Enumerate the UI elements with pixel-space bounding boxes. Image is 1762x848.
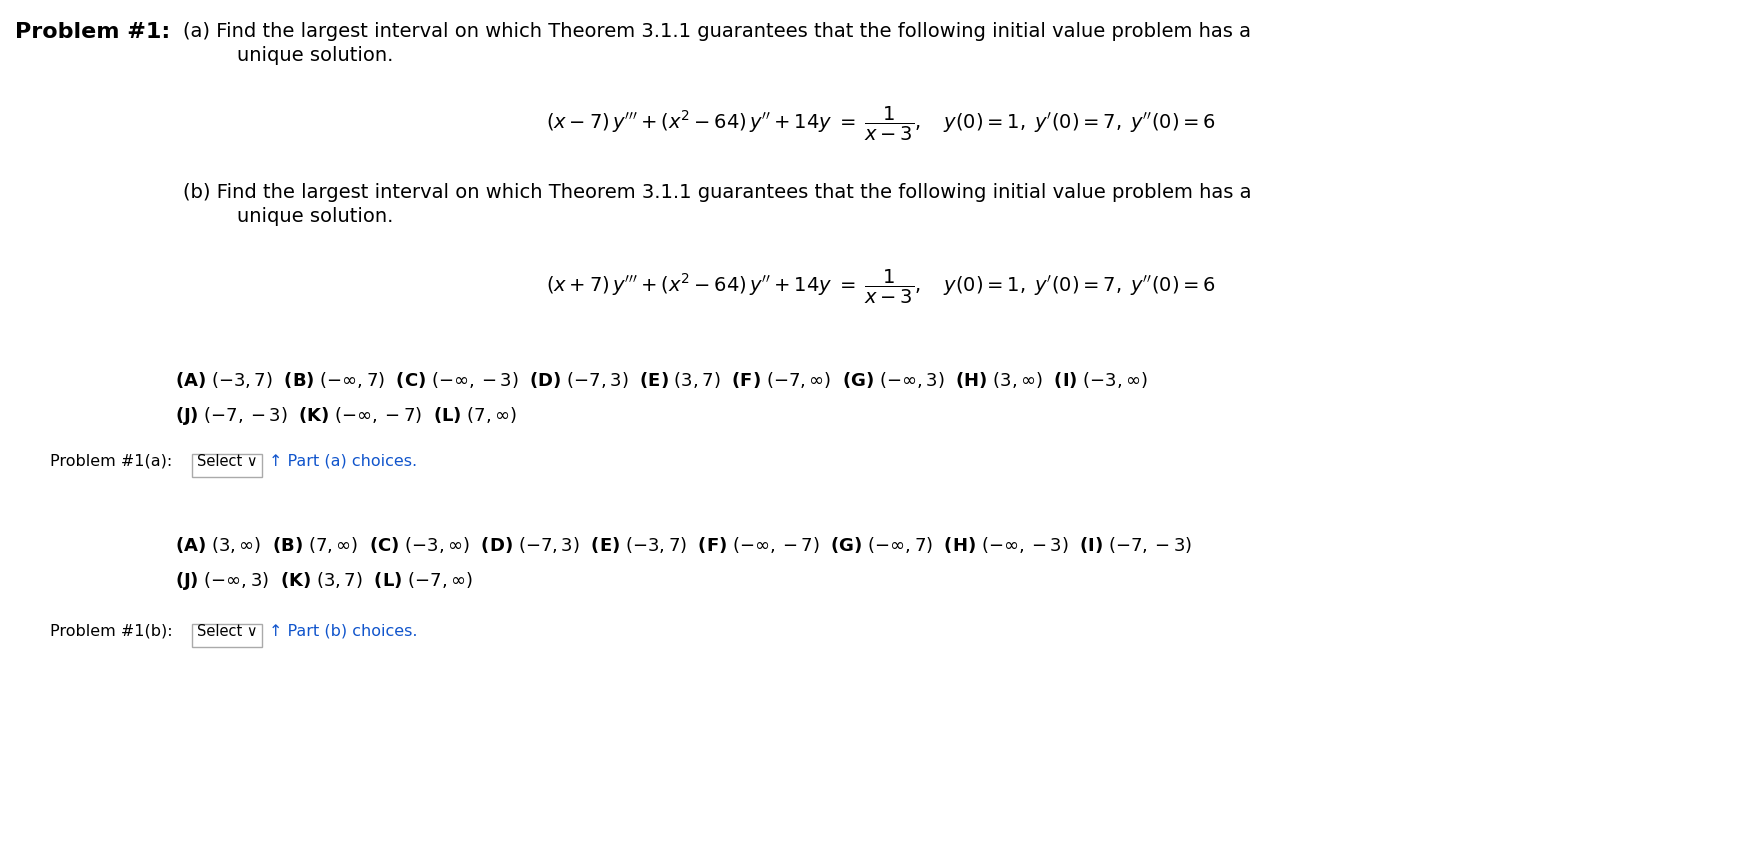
Text: $(x-7)\,y''' + (x^2-64)\,y'' + 14y \;=\; \dfrac{1}{x-3},\quad y(0)=1,\; y'(0)=7,: $(x-7)\,y''' + (x^2-64)\,y'' + 14y \;=\;… [546, 105, 1216, 143]
Text: (b) Find the largest interval on which Theorem 3.1.1 guarantees that the followi: (b) Find the largest interval on which T… [183, 183, 1251, 202]
Text: $(x+7)\,y''' + (x^2-64)\,y'' + 14y \;=\; \dfrac{1}{x-3},\quad y(0)=1,\; y'(0)=7,: $(x+7)\,y''' + (x^2-64)\,y'' + 14y \;=\;… [546, 268, 1216, 306]
Text: Problem #1(a):: Problem #1(a): [49, 453, 173, 468]
Text: Select ∨: Select ∨ [197, 454, 257, 469]
Text: Problem #1:: Problem #1: [16, 22, 171, 42]
Text: $\mathbf{(J)}$ $(-\infty, 3)$  $\mathbf{(K)}$ $(3, 7)$  $\mathbf{(L)}$ $(-7, \in: $\mathbf{(J)}$ $(-\infty, 3)$ $\mathbf{(… [174, 570, 472, 592]
Text: ↑ Part (a) choices.: ↑ Part (a) choices. [270, 453, 418, 468]
Text: unique solution.: unique solution. [238, 207, 393, 226]
FancyBboxPatch shape [192, 624, 263, 647]
FancyBboxPatch shape [192, 454, 263, 477]
Text: $\mathbf{(J)}$ $(-7, -3)$  $\mathbf{(K)}$ $(-\infty, -7)$  $\mathbf{(L)}$ $(7, \: $\mathbf{(J)}$ $(-7, -3)$ $\mathbf{(K)}$… [174, 405, 516, 427]
Text: ↑ Part (b) choices.: ↑ Part (b) choices. [270, 623, 418, 638]
Text: Select ∨: Select ∨ [197, 624, 257, 639]
Text: $\mathbf{(A)}$ $(-3, 7)$  $\mathbf{(B)}$ $(-\infty, 7)$  $\mathbf{(C)}$ $(-\inft: $\mathbf{(A)}$ $(-3, 7)$ $\mathbf{(B)}$ … [174, 370, 1149, 390]
Text: $\mathbf{(A)}$ $(3, \infty)$  $\mathbf{(B)}$ $(7, \infty)$  $\mathbf{(C)}$ $(-3,: $\mathbf{(A)}$ $(3, \infty)$ $\mathbf{(B… [174, 535, 1193, 555]
Text: Problem #1(b):: Problem #1(b): [49, 623, 173, 638]
Text: unique solution.: unique solution. [238, 46, 393, 65]
Text: (a) Find the largest interval on which Theorem 3.1.1 guarantees that the followi: (a) Find the largest interval on which T… [183, 22, 1251, 41]
